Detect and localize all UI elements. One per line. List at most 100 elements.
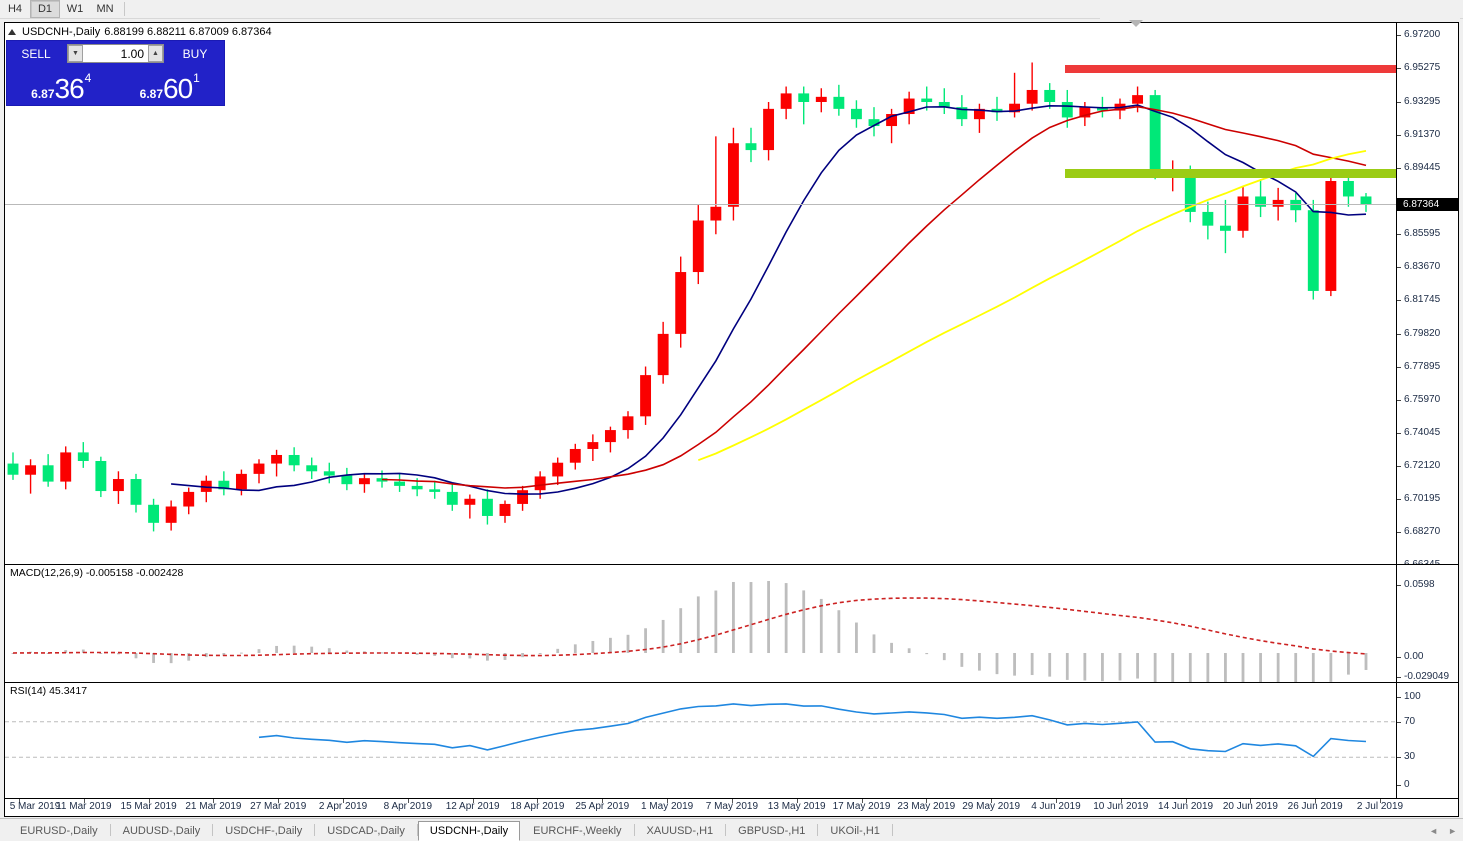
support-level-line[interactable] <box>1065 169 1396 179</box>
rsi-axis-tick: 70 <box>1397 716 1459 728</box>
one-click-trading-panel: SELL ▼ 1.00 ▲ BUY 6.87 36 4 6.87 60 1 <box>6 40 225 106</box>
chart-window: 6.97200 6.95275 6.93295 6.91370 6.89445 6.855… <box>4 22 1459 817</box>
date-axis-tick <box>213 799 215 803</box>
macd-pane[interactable]: MACD(12,26,9) -0.005158 -0.002428 0.0598… <box>5 564 1458 682</box>
date-axis-label: 1 May 2019 <box>640 801 694 812</box>
date-axis-label: 14 Jun 2019 <box>1158 801 1214 812</box>
tab-scroll-controls: ◄ ► <box>1429 826 1457 836</box>
sell-price-main: 36 <box>54 73 85 104</box>
tab-divider <box>891 824 893 836</box>
buy-label[interactable]: BUY <box>166 41 224 66</box>
timeframe-button-w1[interactable]: W1 <box>66 3 84 15</box>
date-axis-label: 10 Jun 2019 <box>1093 801 1149 812</box>
rsi-plot-area[interactable] <box>5 683 1396 798</box>
rsi-axis-tick: 100 <box>1397 691 1459 703</box>
macd-axis-tick: 0.0598 <box>1397 579 1459 591</box>
tab-divider <box>416 824 418 836</box>
tab-divider <box>633 824 635 836</box>
date-axis-label: 17 May 2019 <box>832 801 891 812</box>
price-axis-tick: 6.79820 <box>1397 328 1459 340</box>
price-axis[interactable]: 6.97200 6.95275 6.93295 6.91370 6.89445 6.855… <box>1396 23 1458 583</box>
collapse-arrow-icon[interactable] <box>8 29 16 35</box>
date-axis-tick <box>343 799 345 803</box>
tab-divider <box>109 824 111 836</box>
price-axis-tick: 6.97200 <box>1397 29 1459 41</box>
buy-button[interactable]: 6.87 60 1 <box>116 66 223 104</box>
macd-label: MACD(12,26,9) -0.005158 -0.002428 <box>10 567 184 579</box>
crosshair-price-line <box>5 203 1396 205</box>
date-axis-label: 27 Mar 2019 <box>250 801 307 812</box>
price-pane[interactable]: 6.97200 6.95275 6.93295 6.91370 6.89445 6.855… <box>5 23 1458 583</box>
date-axis[interactable]: 5 Mar 2019 11 Mar 2019 15 Mar 2019 21 Mar 2… <box>5 798 1458 816</box>
date-axis-tick <box>796 799 798 803</box>
chart-tab-gbpusd[interactable]: GBPUSD-,H1 <box>738 825 806 837</box>
tab-divider <box>817 824 819 836</box>
date-axis-label: 18 Apr 2019 <box>510 801 565 812</box>
date-axis-label: 25 Apr 2019 <box>575 801 630 812</box>
chart-header: USDCNH-,Daily 6.88199 6.88211 6.87009 6.… <box>8 25 272 39</box>
timeframe-button-mn[interactable]: MN <box>96 3 114 15</box>
toolbar-divider <box>124 2 125 16</box>
chart-tab-audusd[interactable]: AUDUSD-,Daily <box>122 825 201 837</box>
rsi-axis: 100 70 30 0 <box>1396 683 1458 798</box>
sell-button[interactable]: 6.87 36 4 <box>8 66 115 104</box>
date-axis-tick <box>667 799 669 803</box>
timeframe-button-d1[interactable]: D1 <box>30 0 60 18</box>
date-axis-label: 2 Jul 2019 <box>1356 801 1404 812</box>
date-axis-tick <box>1120 799 1122 803</box>
macd-axis-tick: 0.00 <box>1397 651 1459 663</box>
chart-tab-eurusd[interactable]: EURUSD-,Daily <box>20 825 98 837</box>
tab-divider <box>212 824 214 836</box>
trade-panel-quote-row: 6.87 36 4 6.87 60 1 <box>7 66 224 105</box>
resistance-level-line[interactable] <box>1065 65 1396 74</box>
price-axis-tick: 6.91370 <box>1397 129 1459 141</box>
buy-price-fraction: 1 <box>193 71 200 85</box>
timeframe-toolbar: H4 D1 W1 MN <box>0 0 1463 19</box>
volume-increase-icon[interactable]: ▲ <box>148 45 163 62</box>
volume-input[interactable]: 1.00 <box>83 45 148 62</box>
volume-stepper[interactable]: ▼ 1.00 ▲ <box>67 44 164 63</box>
date-axis-label: 29 May 2019 <box>962 801 1021 812</box>
date-axis-label: 5 Mar 2019 <box>9 801 61 812</box>
timeframe-button-h4[interactable]: H4 <box>7 3 23 15</box>
tab-scroll-left-icon[interactable]: ◄ <box>1429 826 1439 836</box>
date-axis-label: 8 Apr 2019 <box>383 801 433 812</box>
date-axis-tick <box>1315 799 1317 803</box>
date-axis-label: 4 Jun 2019 <box>1031 801 1081 812</box>
price-plot-area[interactable] <box>5 23 1396 583</box>
sell-label[interactable]: SELL <box>7 41 65 66</box>
date-axis-tick <box>602 799 604 803</box>
rsi-pane[interactable]: RSI(14) 45.3417 100 70 30 0 <box>5 682 1458 798</box>
date-axis-label: 13 May 2019 <box>767 801 826 812</box>
chart-tab-xauusd[interactable]: XAUUSD-,H1 <box>646 825 714 837</box>
date-axis-tick <box>731 799 733 803</box>
price-axis-tick: 6.77895 <box>1397 361 1459 373</box>
date-axis-label: 20 Jun 2019 <box>1222 801 1278 812</box>
chart-ohlc-values: 6.88199 6.88211 6.87009 6.87364 <box>104 26 272 38</box>
date-axis-label: 26 Jun 2019 <box>1287 801 1343 812</box>
price-axis-tick: 6.70195 <box>1397 493 1459 505</box>
chart-tab-usdchf[interactable]: USDCHF-,Daily <box>225 825 303 837</box>
date-axis-label: 21 Mar 2019 <box>185 801 242 812</box>
sell-price-fraction: 4 <box>84 71 92 85</box>
buy-price-prefix: 6.87 <box>139 87 163 101</box>
chart-tab-usdcnh[interactable]: USDCNH-,Daily <box>417 821 521 841</box>
macd-axis-tick: -0.029049 <box>1397 671 1459 683</box>
date-axis-label: 7 May 2019 <box>705 801 759 812</box>
volume-decrease-icon[interactable]: ▼ <box>68 45 83 62</box>
price-axis-tick: 6.83670 <box>1397 261 1459 273</box>
chart-tab-usdcad[interactable]: USDCAD-,Daily <box>327 825 405 837</box>
tab-scroll-right-icon[interactable]: ► <box>1448 826 1457 836</box>
chart-tab-eurchf[interactable]: EURCHF-,Weekly <box>533 825 622 837</box>
macd-plot-area[interactable] <box>5 565 1396 682</box>
chart-scroll-strip[interactable] <box>1100 12 1460 22</box>
date-axis-label: 23 May 2019 <box>897 801 956 812</box>
date-axis-label: 11 Mar 2019 <box>56 801 112 812</box>
tab-divider <box>314 824 316 836</box>
chart-position-marker-icon <box>1129 20 1143 27</box>
date-axis-label: 12 Apr 2019 <box>445 801 500 812</box>
price-axis-tick: 6.68270 <box>1397 526 1459 538</box>
buy-price-main: 60 <box>163 73 193 104</box>
chart-tab-ukoil[interactable]: UKOil-,H1 <box>830 825 880 837</box>
